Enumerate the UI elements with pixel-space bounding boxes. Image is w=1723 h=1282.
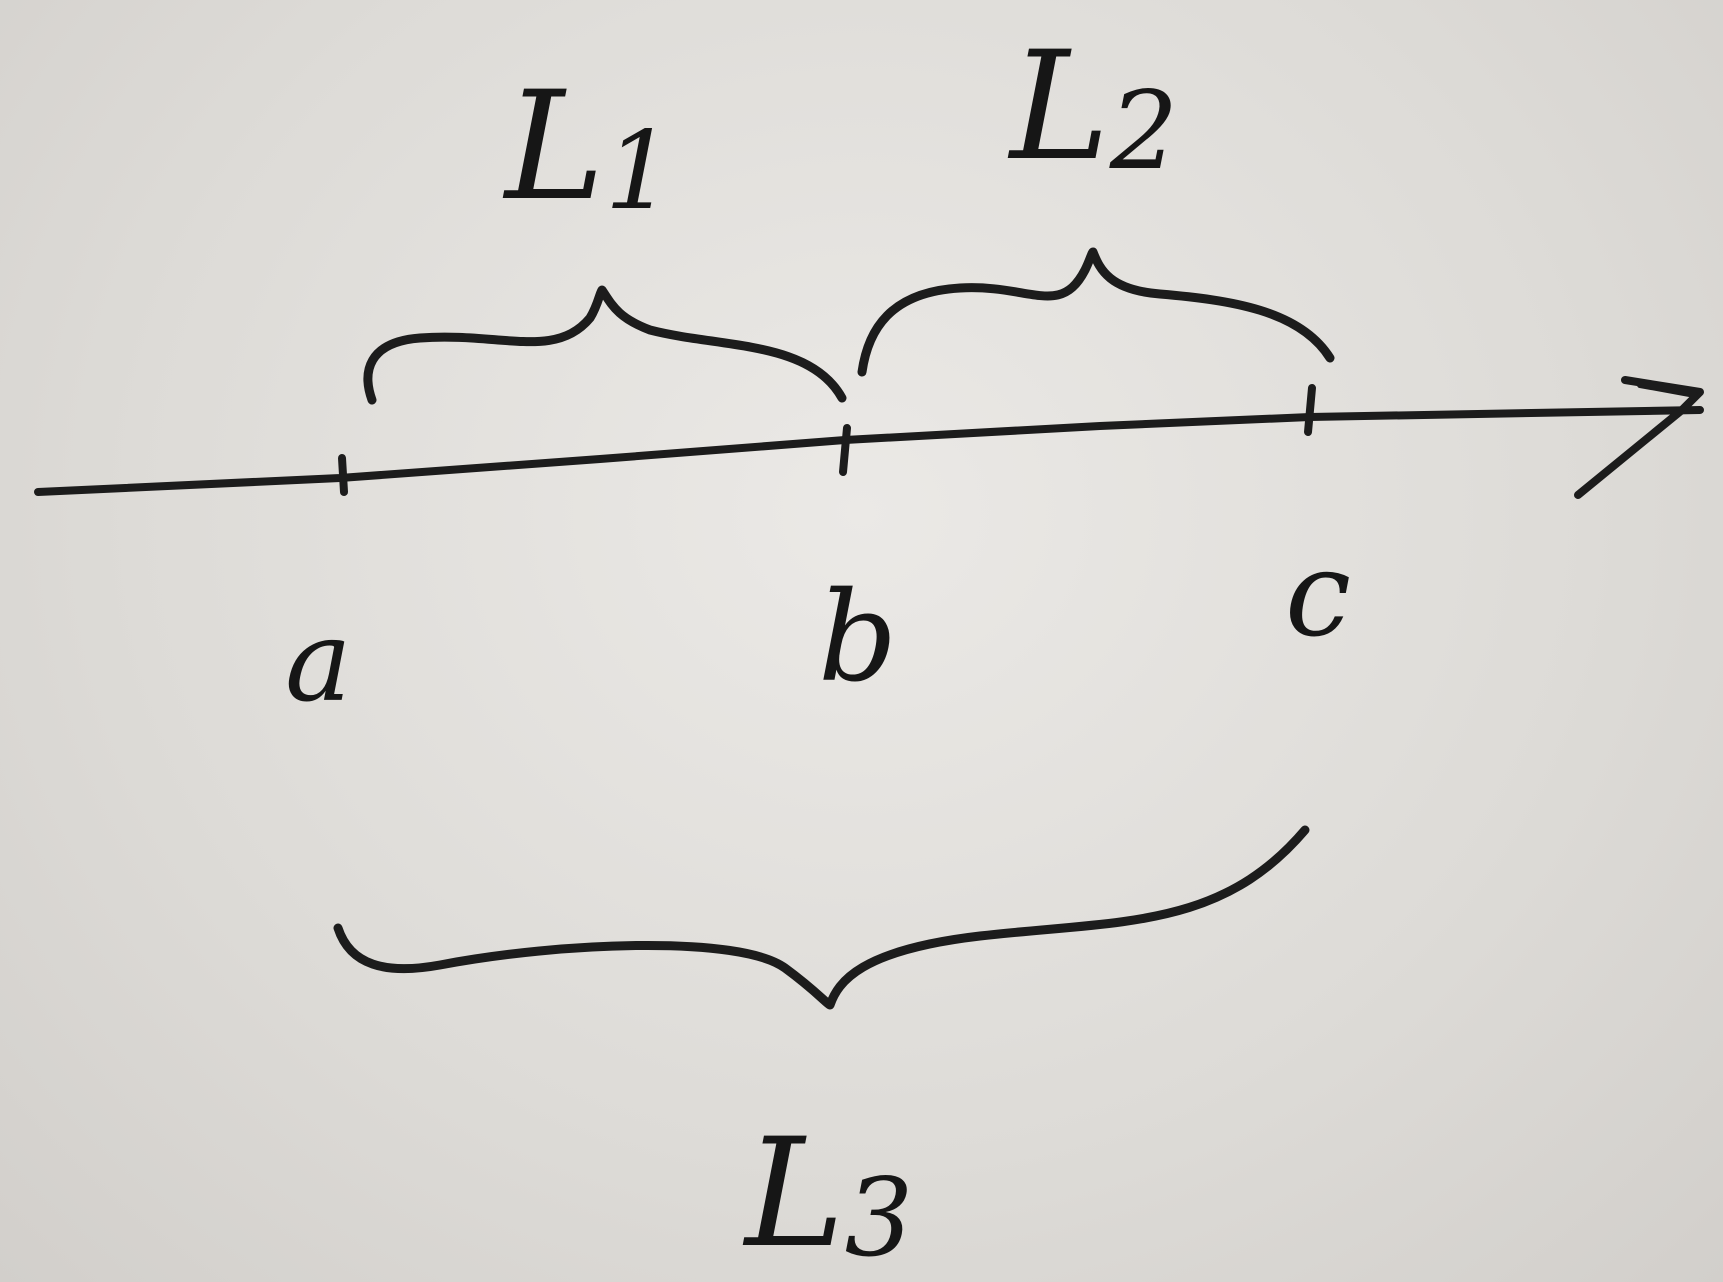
span-label-l2: L2 <box>1007 20 1178 194</box>
point-labels: a b c <box>285 525 1351 727</box>
span-label-l1: L1 <box>502 60 673 234</box>
span-label-l3: L3 <box>742 1107 913 1281</box>
tick-a <box>338 454 348 496</box>
point-label-c: c <box>1285 525 1351 663</box>
tick-marks <box>338 384 1316 496</box>
point-label-b: b <box>818 566 897 710</box>
brace-l3 <box>333 825 1310 1010</box>
span-label-l1-letter: L <box>502 60 605 234</box>
span-label-l2-subscript: 2 <box>1109 69 1179 194</box>
span-label-l2-letter: L <box>1007 20 1110 194</box>
number-line <box>34 376 1704 499</box>
axis-arrowhead-fill <box>1637 382 1698 398</box>
axis-line <box>34 406 1704 496</box>
span-label-l3-letter: L <box>742 1107 845 1281</box>
span-label-l1-subscript: 1 <box>605 109 674 234</box>
span-label-l3-subscript: 3 <box>845 1156 914 1281</box>
span-braces <box>333 247 1335 1010</box>
axis-arrowhead <box>1574 376 1704 499</box>
span-labels: L1 L2 L3 <box>502 20 1178 1281</box>
brace-l2 <box>857 247 1335 377</box>
brace-l1 <box>363 285 847 405</box>
point-label-a: a <box>285 597 352 727</box>
tick-b <box>839 424 851 476</box>
tick-c <box>1304 384 1316 436</box>
